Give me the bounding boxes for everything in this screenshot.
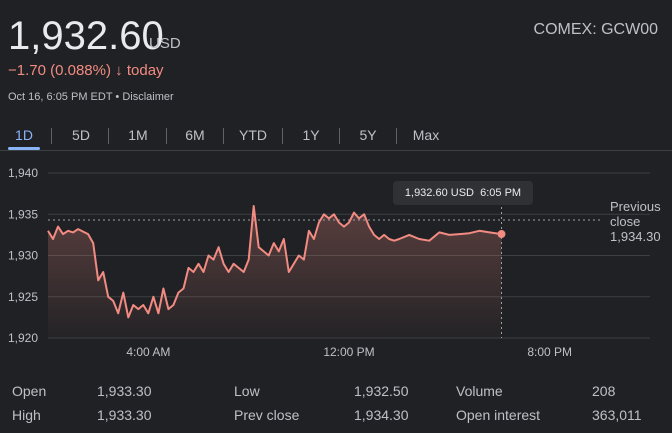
exchange-ticker: COMEX: GCW00 xyxy=(533,21,658,38)
tab-6m[interactable]: 6M xyxy=(185,127,205,143)
change-amount: −1.70 (0.088%) xyxy=(8,62,111,79)
price-area xyxy=(48,206,502,338)
stat-open-interest-value: 363,011 xyxy=(592,407,642,423)
stat-volume-value: 208 xyxy=(592,383,616,399)
price-value: 1,932.60 xyxy=(8,14,164,58)
tab-separator xyxy=(396,128,397,144)
stat-volume-label: Volume xyxy=(456,383,503,399)
tab-separator xyxy=(339,128,340,144)
tab-separator xyxy=(51,128,52,144)
currency-label: USD xyxy=(149,35,181,52)
y-tick-label: 1,935 xyxy=(8,207,38,221)
x-axis-labels: 4:00 AM 12:00 PM 8:00 PM xyxy=(126,345,572,359)
previous-close-value: 1,934.30 xyxy=(610,229,661,244)
tooltip-price: 1,932.60 USD xyxy=(404,187,474,199)
tab-separator xyxy=(223,128,224,144)
stat-low-value: 1,932.50 xyxy=(354,383,409,399)
stat-high-value: 1,933.30 xyxy=(97,407,152,423)
x-tick-label: 4:00 AM xyxy=(126,345,170,359)
separator-dot: • xyxy=(115,91,120,103)
stat-prev-close-value: 1,934.30 xyxy=(354,407,409,423)
tab-1d[interactable]: 1D xyxy=(15,127,33,143)
tab-1m[interactable]: 1M xyxy=(128,127,148,143)
tab-5y[interactable]: 5Y xyxy=(359,127,377,143)
price-chart[interactable]: 1,940 1,935 1,930 1,925 1,920 4:00 AM 12:00 P… xyxy=(0,155,672,365)
tab-ytd[interactable]: YTD xyxy=(239,127,267,143)
y-tick-label: 1,920 xyxy=(8,331,38,345)
change-period: today xyxy=(126,62,164,79)
stat-low-label: Low xyxy=(234,383,260,399)
stat-high-label: High xyxy=(12,407,41,423)
disclaimer-link[interactable]: Disclaimer xyxy=(122,91,174,103)
timestamp-text: Oct 16, 6:05 PM EDT xyxy=(8,91,113,103)
x-tick-label: 12:00 PM xyxy=(323,345,374,359)
price-line xyxy=(47,205,502,319)
divider xyxy=(0,150,672,151)
chart-tooltip: 1,932.60 USD 6:05 PM xyxy=(393,181,533,205)
tooltip-time: 6:05 PM xyxy=(480,187,522,199)
stat-open-label: Open xyxy=(12,383,47,399)
current-price-dot xyxy=(497,230,506,239)
previous-close-label: Previous close 1,934.30 xyxy=(610,199,661,244)
stat-open-value: 1,933.30 xyxy=(97,383,152,399)
y-axis-labels: 1,940 1,935 1,930 1,925 1,920 xyxy=(8,166,38,345)
active-tab-indicator xyxy=(8,147,40,150)
previous-close-line2: close xyxy=(610,214,641,229)
x-tick-label: 8:00 PM xyxy=(527,345,572,359)
previous-close-line1: Previous xyxy=(610,199,661,214)
tab-5d[interactable]: 5D xyxy=(72,127,90,143)
timestamp: Oct 16, 6:05 PM EDT • Disclaimer xyxy=(8,91,174,103)
y-tick-label: 1,930 xyxy=(8,249,38,263)
price-change: −1.70 (0.088%) ↓ today xyxy=(8,62,164,79)
tab-separator xyxy=(108,128,109,144)
stat-prev-close-label: Prev close xyxy=(234,407,300,423)
stat-open-interest-label: Open interest xyxy=(456,407,541,423)
tab-max[interactable]: Max xyxy=(412,127,440,143)
y-tick-label: 1,925 xyxy=(8,290,38,304)
y-tick-label: 1,940 xyxy=(8,166,38,180)
tab-separator xyxy=(282,128,283,144)
down-arrow-icon: ↓ xyxy=(115,62,123,79)
tab-separator xyxy=(166,128,167,144)
tab-1y[interactable]: 1Y xyxy=(302,127,320,143)
